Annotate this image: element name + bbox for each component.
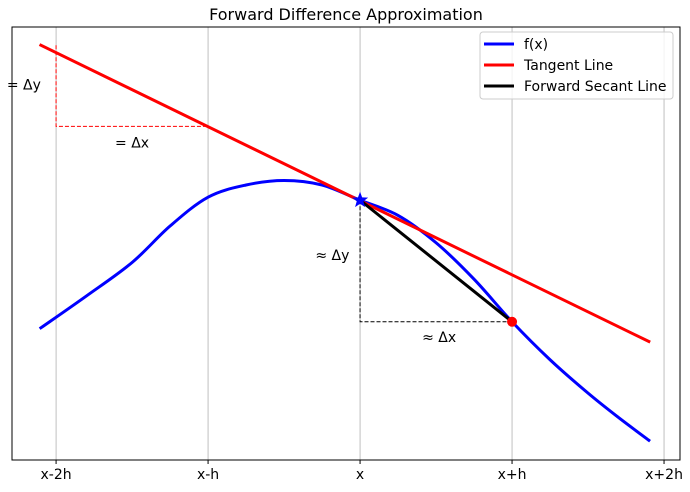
x-tick-label: x xyxy=(356,467,364,483)
x-tick-label: x-h xyxy=(197,467,219,483)
circle-marker xyxy=(507,316,518,327)
chart-title: Forward Difference Approximation xyxy=(209,5,483,24)
annotation-label: = Δx xyxy=(115,135,149,151)
x-tick-label: x+h xyxy=(498,467,527,483)
dashed-guide xyxy=(359,200,513,323)
legend-label: Forward Secant Line xyxy=(524,79,667,95)
legend: f(x) Tangent Line Forward Secant Line xyxy=(479,31,674,100)
f-curve xyxy=(38,178,651,443)
annotation-label: ≈ Δy xyxy=(315,248,349,264)
tangent-line xyxy=(38,43,651,344)
x-tick-label: x-2h xyxy=(41,467,72,483)
annotation-label: = Δy xyxy=(7,78,41,94)
legend-label: Tangent Line xyxy=(523,58,613,74)
dashed-guide xyxy=(55,45,209,127)
legend-label: f(x) xyxy=(524,37,548,53)
legend-box xyxy=(479,31,674,100)
star-marker xyxy=(351,191,369,208)
plot-frame xyxy=(11,26,681,461)
secant-line xyxy=(357,198,515,324)
x-tick-label: x+2h xyxy=(645,467,683,483)
annotation-label: ≈ Δx xyxy=(422,330,456,346)
